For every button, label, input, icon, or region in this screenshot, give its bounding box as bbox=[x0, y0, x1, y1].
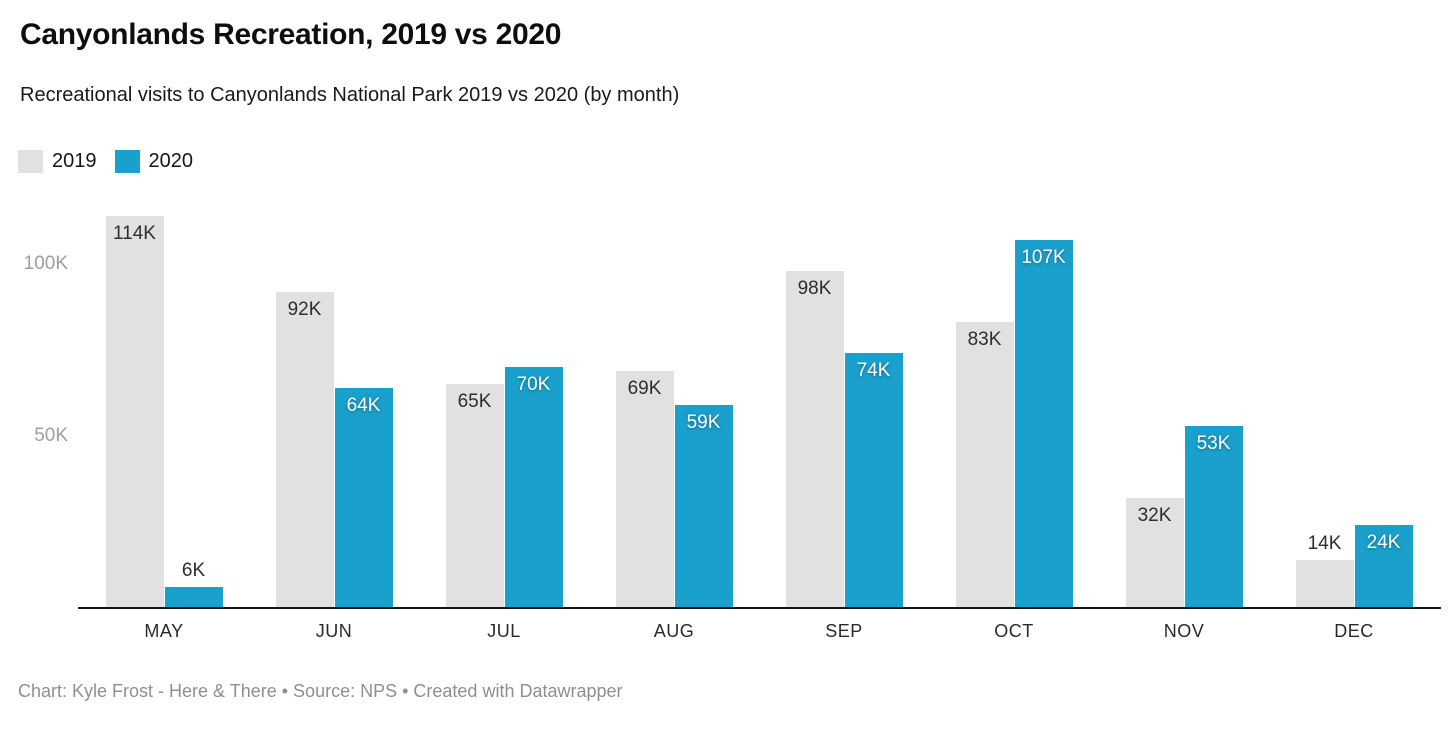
bar-2020-dec bbox=[1354, 525, 1413, 608]
legend-item-2019: 2019 bbox=[18, 150, 97, 173]
bar-2020-jun bbox=[334, 388, 393, 608]
bar-value-label-2019-jul: 65K bbox=[457, 391, 492, 412]
x-axis-line bbox=[78, 607, 1441, 609]
legend-label: 2019 bbox=[52, 150, 97, 172]
bar-value-label-2019-sep: 98K bbox=[797, 278, 832, 299]
legend-swatch-2020 bbox=[114, 150, 140, 173]
bar-value-label-2019-dec: 14K bbox=[1307, 533, 1342, 554]
bar-value-label-2019-oct: 83K bbox=[967, 329, 1002, 350]
x-axis-label-dec: DEC bbox=[1334, 621, 1374, 641]
x-axis-label-jun: JUN bbox=[315, 621, 353, 641]
legend: 2019 2020 bbox=[18, 150, 193, 173]
bar-value-label-2020-dec: 24K bbox=[1366, 532, 1401, 553]
bar-2020-aug bbox=[674, 405, 733, 608]
bar-value-label-2020-may: 6K bbox=[181, 560, 206, 581]
legend-item-2020: 2020 bbox=[114, 150, 194, 173]
bar-value-label-2020-sep: 74K bbox=[856, 360, 891, 381]
x-axis-label-nov: NOV bbox=[1163, 621, 1205, 641]
chart-title: Canyonlands Recreation, 2019 vs 2020 bbox=[20, 18, 562, 51]
bar-value-label-2020-jun: 64K bbox=[346, 395, 381, 416]
bar-value-label-2020-oct: 107K bbox=[1021, 247, 1066, 268]
bar-2020-nov bbox=[1184, 426, 1243, 608]
legend-label: 2020 bbox=[148, 150, 194, 172]
x-axis-label-oct: OCT bbox=[994, 621, 1034, 641]
bar-value-label-2020-aug: 59K bbox=[686, 412, 721, 433]
bar-value-label-2019-nov: 32K bbox=[1137, 505, 1172, 526]
bar-2019-jul bbox=[445, 384, 504, 608]
bar-value-label-2020-jul: 70K bbox=[516, 374, 551, 395]
bar-2019-may bbox=[105, 216, 164, 608]
x-axis-label-may: MAY bbox=[144, 621, 184, 641]
x-axis-label-aug: AUG bbox=[653, 621, 695, 641]
bar-2020-jul bbox=[504, 367, 563, 608]
bar-2019-oct bbox=[955, 322, 1014, 608]
legend-swatch-2019 bbox=[18, 150, 43, 173]
bar-2019-aug bbox=[615, 371, 674, 608]
bar-2020-sep bbox=[844, 353, 903, 608]
bar-2019-jun bbox=[275, 292, 334, 608]
bar-2019-nov bbox=[1125, 498, 1184, 608]
x-axis-label-sep: SEP bbox=[825, 621, 863, 641]
chart-footer: Chart: Kyle Frost - Here & There • Sourc… bbox=[18, 681, 623, 701]
bar-2019-sep bbox=[785, 271, 844, 608]
bar-value-label-2020-nov: 53K bbox=[1196, 433, 1231, 454]
bar-value-label-2019-aug: 69K bbox=[627, 378, 662, 399]
bar-2019-dec bbox=[1295, 560, 1354, 608]
bar-value-label-2019-may: 114K bbox=[113, 223, 156, 244]
bar-value-label-2019-jun: 92K bbox=[287, 299, 322, 320]
x-axis-label-jul: JUL bbox=[487, 621, 521, 641]
bar-2020-may bbox=[164, 587, 223, 608]
y-axis-tick-label-100k: 100K bbox=[23, 253, 68, 274]
chart-subtitle: Recreational visits to Canyonlands Natio… bbox=[20, 84, 680, 106]
y-axis-tick-label-50k: 50K bbox=[34, 425, 68, 446]
bar-2020-oct bbox=[1014, 240, 1073, 608]
